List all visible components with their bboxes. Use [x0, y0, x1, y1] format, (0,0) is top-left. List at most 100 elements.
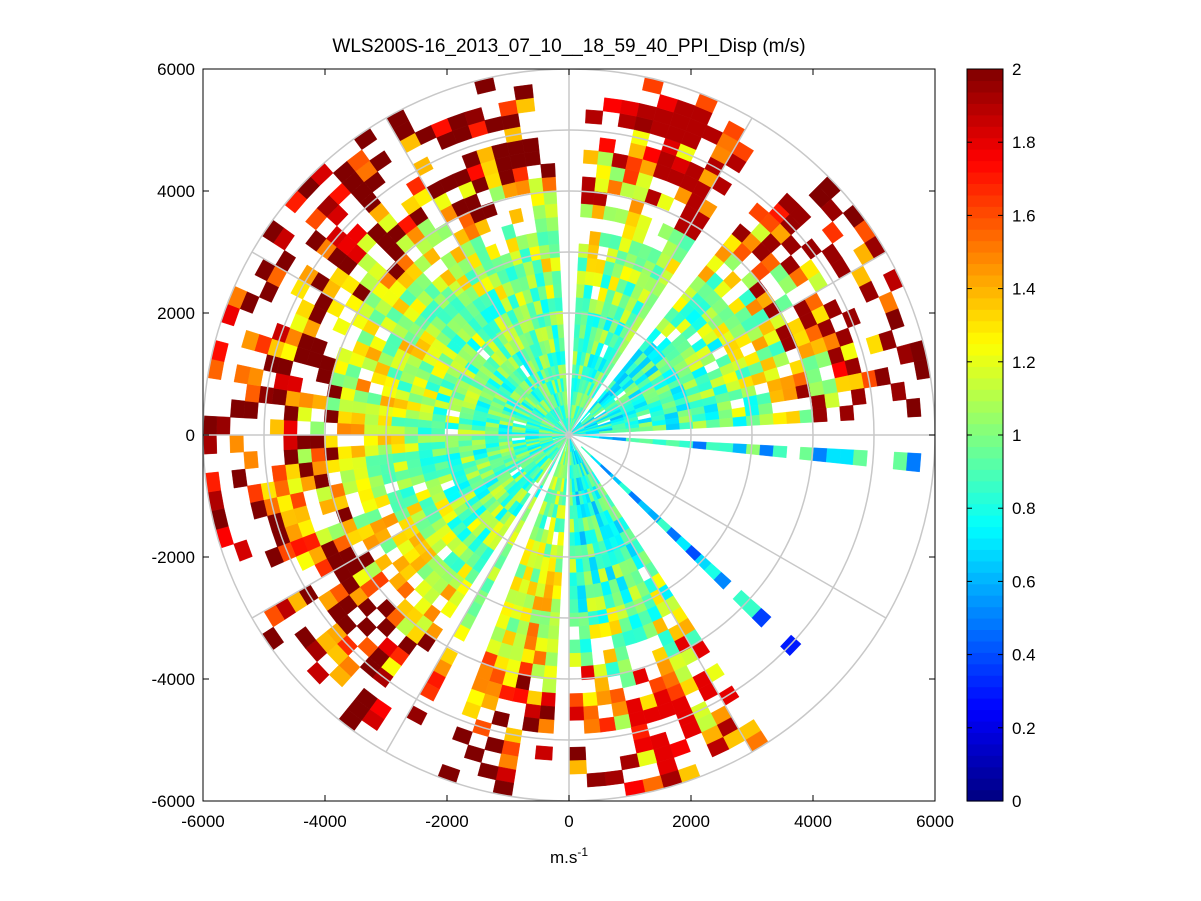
ppi-cell — [745, 414, 761, 426]
colorbar-band — [967, 526, 1003, 539]
y-tick-label: 6000 — [157, 60, 195, 79]
ppi-cell — [547, 625, 560, 640]
ppi-cell — [269, 419, 285, 436]
ppi-cell — [541, 678, 557, 694]
ppi-cell — [369, 150, 392, 172]
ppi-cell — [216, 416, 231, 436]
ppi-cell — [852, 449, 868, 467]
colorbar-band — [967, 320, 1003, 333]
ppi-cell — [575, 571, 586, 587]
ppi-cell — [404, 434, 419, 444]
colorbar-band — [967, 297, 1003, 310]
colorbar-band — [967, 183, 1003, 196]
polar-grid-spoke — [568, 117, 753, 436]
colorbar-band — [967, 171, 1003, 184]
ppi-cell — [338, 398, 354, 413]
ppi-cell — [892, 451, 908, 471]
colorbar-band — [967, 309, 1003, 322]
ppi-cell — [731, 406, 747, 419]
colorbar-band — [967, 343, 1003, 356]
ppi-cell — [719, 442, 734, 453]
ppi-cell — [363, 434, 378, 446]
ppi-cell — [404, 426, 419, 436]
colorbar-band — [967, 583, 1003, 596]
ppi-cell — [528, 177, 544, 194]
ppi-cell — [850, 387, 867, 406]
colorbar-band — [967, 332, 1003, 345]
ppi-cell — [538, 705, 556, 721]
ppi-cell — [874, 367, 891, 387]
ppi-cell — [404, 417, 419, 428]
ppi-cell — [300, 475, 317, 492]
colorbar-band — [967, 366, 1003, 379]
ppi-cell — [512, 166, 529, 183]
colorbar-band — [967, 114, 1003, 127]
ppi-cell — [585, 597, 598, 613]
ppi-cell — [581, 176, 597, 192]
ppi-cell — [732, 416, 748, 427]
colorbar-tick-label: 2 — [1012, 60, 1021, 79]
y-axis: 6000 4000 2000 0 -2000 -4000 -6000 — [152, 60, 935, 811]
x-axis-label: m.s-1 — [550, 845, 588, 867]
ppi-cell — [296, 434, 311, 450]
chart-title: WLS200S-16_2013_07_10__18_59_40_PPI_Disp… — [332, 36, 805, 57]
colorbar-band — [967, 400, 1003, 413]
ppi-cell — [547, 230, 560, 245]
ppi-cell — [297, 448, 313, 464]
ppi-cell — [526, 690, 543, 706]
ppi-cell — [430, 434, 445, 443]
x-tick-label: -4000 — [303, 812, 346, 831]
ppi-cell — [243, 451, 259, 470]
colorbar-band — [967, 595, 1003, 608]
ppi-cell — [692, 441, 707, 450]
ppi-cell — [825, 448, 841, 464]
ppi-cell — [568, 746, 587, 761]
ppi-cell — [297, 406, 313, 422]
colorbar-band — [967, 515, 1003, 528]
ppi-cell — [229, 434, 244, 454]
polar-grid-spoke — [385, 117, 570, 436]
colorbar-tick-label: 1.6 — [1012, 206, 1036, 225]
colorbar-band — [967, 457, 1003, 470]
ppi-cell — [452, 726, 473, 746]
colorbar-band — [967, 91, 1003, 104]
plot-area: -6000 -4000 -2000 0 2000 4000 6000 6000 4000 200… — [152, 60, 954, 831]
colorbar: 2 1.8 1.6 1.4 1.2 1 0.8 0.6 0.4 0.2 0 — [966, 60, 1036, 811]
ppi-cell — [390, 434, 405, 445]
colorbar-band — [967, 652, 1003, 665]
colorbar-band — [967, 755, 1003, 768]
ppi-cell — [244, 383, 261, 403]
ppi-cell — [463, 107, 485, 126]
ppi-cell — [311, 394, 328, 410]
ppi-cell — [568, 599, 579, 614]
ppi-cell — [821, 378, 838, 395]
x-axis-label-superscript: -1 — [577, 845, 588, 859]
ppi-cell — [430, 427, 445, 436]
ppi-cell — [810, 394, 827, 410]
ppi-cell — [377, 434, 392, 446]
ppi-cell — [540, 257, 553, 273]
x-tick-label: -2000 — [425, 812, 468, 831]
ppi-cell — [568, 639, 581, 654]
colorbar-band — [967, 137, 1003, 150]
ppi-cell — [230, 399, 246, 419]
colorbar-band — [967, 240, 1003, 253]
ppi-cell — [575, 558, 584, 573]
ppi-cell — [513, 84, 534, 101]
ppi-cell — [550, 598, 561, 614]
ppi-cell — [313, 473, 330, 490]
ppi-cell — [241, 329, 260, 351]
ppi-cell — [378, 453, 394, 466]
colorbar-band — [967, 743, 1003, 756]
ppi-cell — [598, 716, 617, 733]
ppi-cell — [580, 665, 595, 681]
ppi-cell — [377, 414, 393, 426]
ppi-cell — [536, 230, 550, 247]
ppi-cell — [587, 244, 600, 260]
ppi-cell — [568, 518, 575, 533]
ppi-cell — [390, 425, 405, 436]
colorbar-band — [967, 480, 1003, 493]
ppi-cell — [576, 270, 587, 285]
ppi-cell — [243, 400, 259, 419]
ppi-cell — [554, 297, 563, 312]
